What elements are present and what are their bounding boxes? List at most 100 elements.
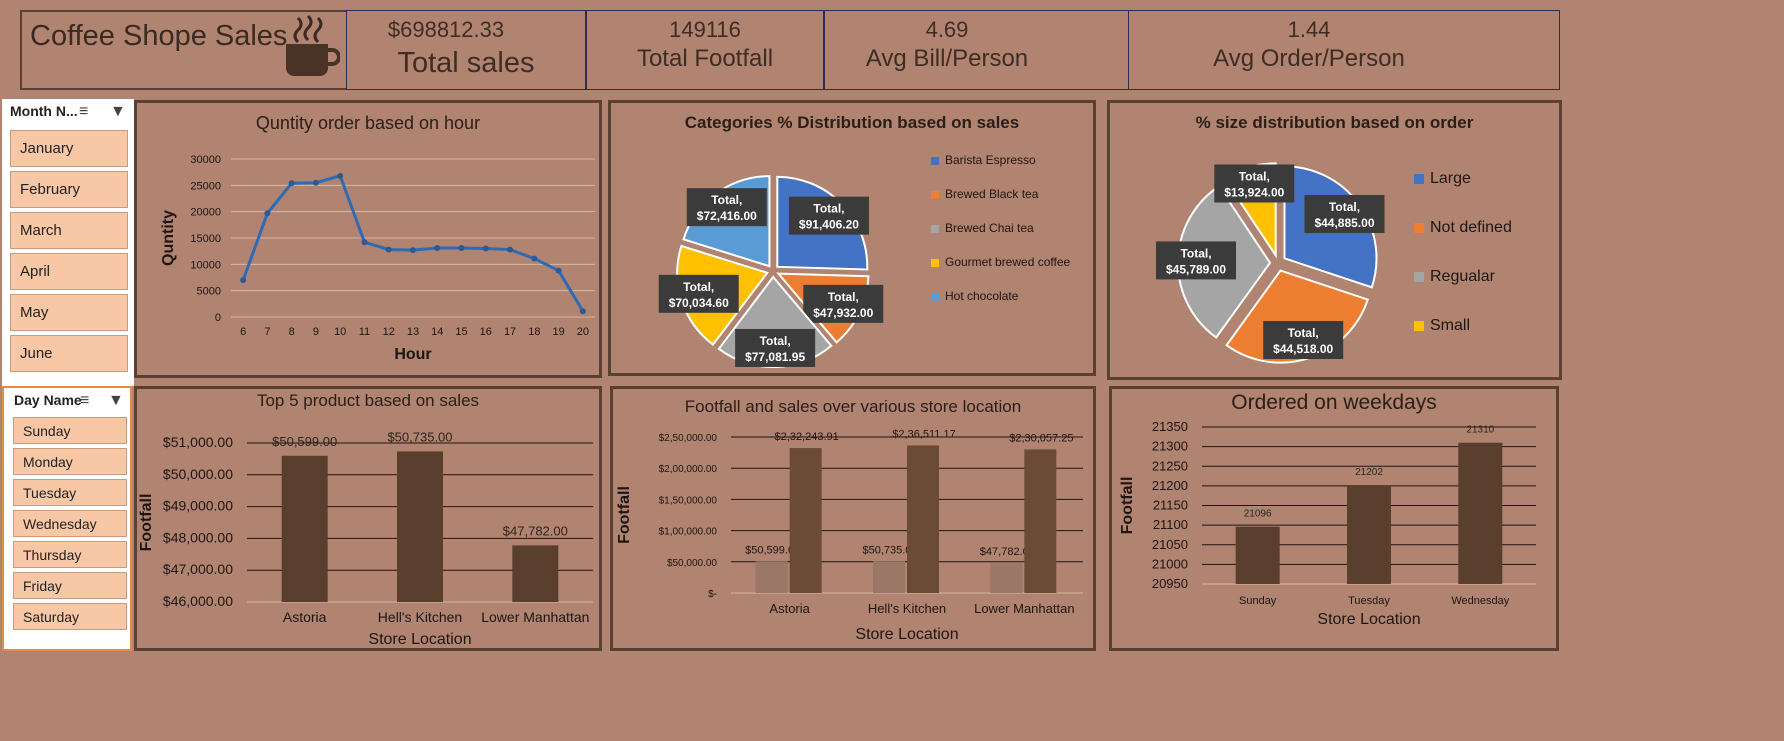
x-tick-label: 18 (528, 326, 540, 338)
kpi-total-footfall: 149116 Total Footfall (586, 10, 824, 90)
x-tick-label: Astoria (769, 601, 810, 616)
y-tick-label: $1,50,000.00 (659, 495, 718, 506)
data-label-box (1214, 164, 1295, 203)
bar (1458, 442, 1503, 584)
y-tick-label: $- (708, 589, 717, 600)
x-tick-label: Wednesday (1451, 595, 1509, 607)
x-tick-label: Hell's Kitchen (868, 601, 946, 616)
panel-sizes: % size distribution based on order Total… (1107, 100, 1562, 380)
dashboard-title: Coffee Shope Sales (30, 20, 288, 52)
data-label: $45,789.00 (1166, 262, 1226, 276)
legend-marker (1414, 321, 1424, 331)
slicer-item-monday[interactable]: Monday (13, 448, 127, 475)
clear-filter-icon[interactable]: ▼ (108, 392, 124, 409)
data-point (482, 245, 489, 252)
slicer-title: Month N... (10, 103, 78, 119)
legend-label: Brewed Black tea (945, 187, 1039, 201)
bar (1235, 526, 1280, 584)
hourly-line-chart: 0 5000 10000 15000 20000 25000 30000 6 7 8 9 10 11 12… (160, 154, 595, 363)
y-tick-label: 15000 (190, 233, 221, 245)
top5-bar-chart: $46,000.00 $47,000.00 $48,000.00 $49,000.00… (138, 429, 593, 648)
x-tick-label: Astoria (283, 609, 327, 625)
y-tick-label: $50,000.00 (667, 558, 717, 569)
multi-select-icon[interactable]: ≡ (80, 392, 90, 409)
slicer-item-friday[interactable]: Friday (13, 572, 127, 599)
y-tick-label: 21350 (1152, 419, 1188, 434)
slicer-item-saturday[interactable]: Saturday (13, 603, 127, 630)
clear-filter-icon[interactable]: ▼ (110, 103, 126, 120)
x-tick-label: 19 (552, 326, 564, 338)
legend-marker (1414, 223, 1424, 233)
data-point (385, 246, 392, 253)
data-label: $50,735.00 (387, 429, 452, 444)
slicer-item-march[interactable]: March (10, 212, 128, 249)
legend-label: Gourmet brewed coffee (945, 255, 1071, 269)
kpi-label: Avg Bill/Person (865, 45, 1029, 72)
panel-weekdays: Ordered on weekdays 20950 21000 21050 21100… (1109, 386, 1559, 651)
slicer-item-tuesday[interactable]: Tuesday (13, 479, 127, 506)
bar (755, 561, 788, 593)
coffee-cup-icon (286, 14, 340, 76)
slicer-item-january[interactable]: January (10, 130, 128, 167)
slicer-item-sunday[interactable]: Sunday (13, 417, 127, 444)
data-label-box (803, 284, 884, 323)
x-axis-label: Store Location (855, 626, 958, 643)
slicer-item-wednesday[interactable]: Wednesday (13, 510, 127, 537)
bar (1024, 449, 1057, 593)
x-tick-label: Lower Manhattan (974, 601, 1074, 616)
y-tick-label: 30000 (190, 154, 221, 166)
locations-bar-chart: $- $50,000.00 $1,00,000.00 $1,50,000.00 $2,0… (616, 428, 1083, 643)
kpi-value: 4.69 (925, 17, 969, 42)
data-label-box (1263, 321, 1344, 360)
categories-pie-chart: Total, $91,406.20 Total, $47,932.00 Total, $7… (658, 153, 1071, 368)
x-axis-label: Store Location (1317, 611, 1420, 628)
sizes-pie-chart: Total, $44,885.00 Total, $44,518.00 Total, $4… (1156, 162, 1512, 364)
data-label: Total, (683, 280, 714, 294)
data-point (337, 172, 344, 179)
data-label: $13,924.00 (1224, 186, 1284, 200)
y-tick-label: 21200 (1152, 478, 1188, 493)
bar (907, 445, 939, 593)
data-label: Total, (711, 193, 742, 207)
kpi-value: 1.44 (1287, 17, 1331, 42)
slicer-item-april[interactable]: April (10, 253, 128, 290)
chart-title: Categories % Distribution based on sales (684, 113, 1020, 132)
data-label: $70,034.60 (669, 296, 729, 310)
weekdays-bar-chart: 20950 21000 21050 21100 21150 21200 21250 21300… (1119, 419, 1536, 628)
data-label-box (735, 328, 816, 367)
data-point (240, 277, 247, 284)
kpi-total-sales: $698812.33 Total sales (346, 10, 586, 90)
kpi-value: $698812.33 (387, 17, 505, 42)
slicer-item-june[interactable]: June (10, 335, 128, 372)
slicer-item-may[interactable]: May (10, 294, 128, 331)
data-label: $50,735.00 (862, 544, 917, 556)
y-tick-label: 20950 (1152, 576, 1188, 591)
data-label: $2,36,511.17 (892, 428, 955, 440)
y-tick-label: 21050 (1152, 537, 1188, 552)
multi-select-icon[interactable]: ≡ (79, 103, 89, 120)
bar (397, 451, 443, 602)
data-point (458, 245, 465, 252)
data-label-box (686, 188, 767, 227)
kpi-label: Avg Order/Person (1213, 45, 1405, 72)
panel-categories: Categories % Distribution based on sales… (608, 100, 1096, 376)
data-label: $47,782.00 (503, 523, 568, 538)
data-point (507, 246, 514, 253)
x-tick-label: 11 (359, 326, 370, 338)
data-point (579, 308, 586, 315)
x-tick-label: 7 (264, 326, 270, 338)
slicer-item-february[interactable]: February (10, 171, 128, 208)
legend-label: Brewed Chai tea (945, 221, 1034, 235)
legend-label: Hot chocolate (945, 289, 1019, 303)
data-label-box (1304, 195, 1385, 234)
data-point (361, 239, 368, 246)
data-label: Total, (1239, 170, 1270, 184)
panel-locations: Footfall and sales over various store lo… (610, 386, 1096, 651)
legend-label: Regualar (1430, 268, 1496, 285)
x-tick-label: Lower Manhattan (481, 609, 589, 625)
legend-marker (1414, 272, 1424, 282)
y-tick-label: 21250 (1152, 458, 1188, 473)
legend-marker (931, 293, 939, 301)
x-tick-label: 12 (383, 326, 395, 338)
slicer-item-thursday[interactable]: Thursday (13, 541, 127, 568)
